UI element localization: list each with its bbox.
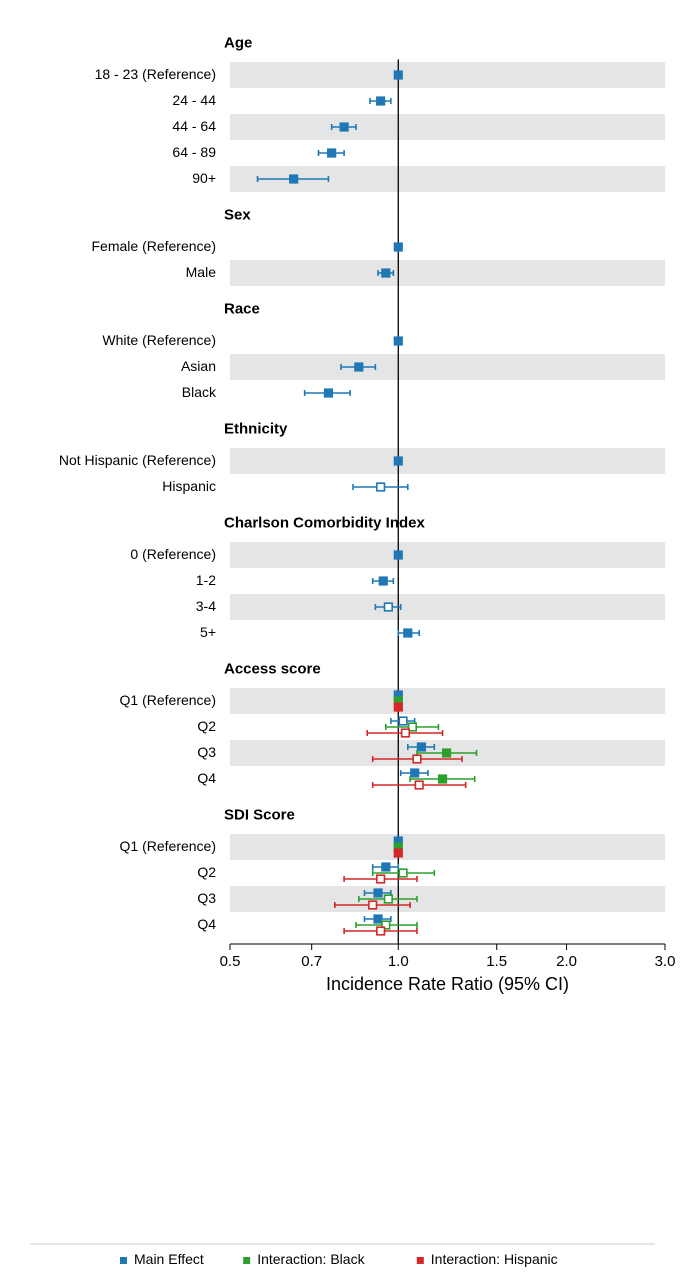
group-title: Ethnicity	[224, 421, 288, 438]
band	[230, 688, 665, 714]
group-title: Sex	[224, 207, 251, 224]
row-label: Hispanic	[162, 478, 216, 494]
point-marker	[377, 875, 385, 883]
group-title: Charlson Comorbidity Index	[224, 515, 426, 532]
point-marker	[402, 729, 410, 737]
point-marker	[418, 743, 426, 751]
point-marker	[385, 603, 393, 611]
row-label: 5+	[200, 624, 216, 640]
point-marker	[394, 849, 402, 857]
tick-label: 1.0	[388, 953, 409, 970]
row-label: 3-4	[196, 598, 216, 614]
band	[230, 448, 665, 474]
point-marker	[377, 927, 385, 935]
row-label: Q2	[197, 718, 216, 734]
tick-label: 3.0	[655, 953, 676, 970]
row-label: Black	[182, 384, 217, 400]
band	[230, 594, 665, 620]
legend-label: Interaction: Hispanic	[431, 1251, 558, 1267]
tick-label: 0.5	[220, 953, 241, 970]
row-label: Q2	[197, 864, 216, 880]
tick-label: 0.7	[301, 953, 322, 970]
row-label: Q3	[197, 890, 216, 906]
row-label: 24 - 44	[172, 92, 216, 108]
row-label: Male	[186, 264, 217, 280]
point-marker	[411, 769, 419, 777]
point-marker	[394, 703, 402, 711]
band	[230, 62, 665, 88]
row-label: White (Reference)	[102, 332, 216, 348]
group-title: Race	[224, 301, 260, 318]
band	[230, 260, 665, 286]
row-label: Q4	[197, 770, 216, 786]
point-marker	[404, 629, 412, 637]
row-label: Q3	[197, 744, 216, 760]
point-marker	[374, 915, 382, 923]
legend-marker	[243, 1257, 250, 1264]
point-marker	[382, 269, 390, 277]
point-marker	[377, 483, 385, 491]
point-marker	[413, 755, 421, 763]
point-marker	[399, 717, 407, 725]
row-label: Not Hispanic (Reference)	[59, 452, 216, 468]
row-label: Q4	[197, 916, 216, 932]
row-label: 1-2	[196, 572, 216, 588]
point-marker	[394, 457, 402, 465]
row-label: 44 - 64	[172, 118, 216, 134]
group-title: Access score	[224, 661, 321, 678]
point-marker	[374, 889, 382, 897]
legend-label: Main Effect	[134, 1251, 204, 1267]
point-marker	[439, 775, 447, 783]
point-marker	[394, 551, 402, 559]
tick-label: 1.5	[486, 953, 507, 970]
point-marker	[382, 863, 390, 871]
row-label: 90+	[192, 170, 216, 186]
point-marker	[385, 895, 393, 903]
point-marker	[443, 749, 451, 757]
point-marker	[379, 577, 387, 585]
point-marker	[394, 243, 402, 251]
group-title: SDI Score	[224, 807, 295, 824]
point-marker	[377, 97, 385, 105]
band	[230, 886, 665, 912]
row-label: Q1 (Reference)	[120, 838, 216, 854]
point-marker	[340, 123, 348, 131]
band	[230, 542, 665, 568]
point-marker	[328, 149, 336, 157]
forest-plot: 0.5 0.7 1.0 1.5 2.0 3.0 Incidence Rate Ratio (…	[0, 0, 685, 1281]
x-axis-title: Incidence Rate Ratio (95% CI)	[326, 974, 569, 994]
band	[230, 834, 665, 860]
band	[230, 114, 665, 140]
band	[230, 354, 665, 380]
point-marker	[325, 389, 333, 397]
legend-marker	[417, 1257, 424, 1264]
group-title: Age	[224, 35, 252, 52]
row-label: Q1 (Reference)	[120, 692, 216, 708]
point-marker	[394, 71, 402, 79]
legend-marker	[120, 1257, 127, 1264]
point-marker	[369, 901, 377, 909]
point-marker	[394, 337, 402, 345]
row-label: 18 - 23 (Reference)	[95, 66, 216, 82]
tick-label: 2.0	[556, 953, 577, 970]
row-label: Asian	[181, 358, 216, 374]
row-label: Female (Reference)	[92, 238, 217, 254]
point-marker	[415, 781, 423, 789]
point-marker	[399, 869, 407, 877]
row-label: 64 - 89	[172, 144, 216, 160]
point-marker	[290, 175, 298, 183]
point-marker	[355, 363, 363, 371]
row-label: 0 (Reference)	[130, 546, 216, 562]
legend-label: Interaction: Black	[257, 1251, 365, 1267]
